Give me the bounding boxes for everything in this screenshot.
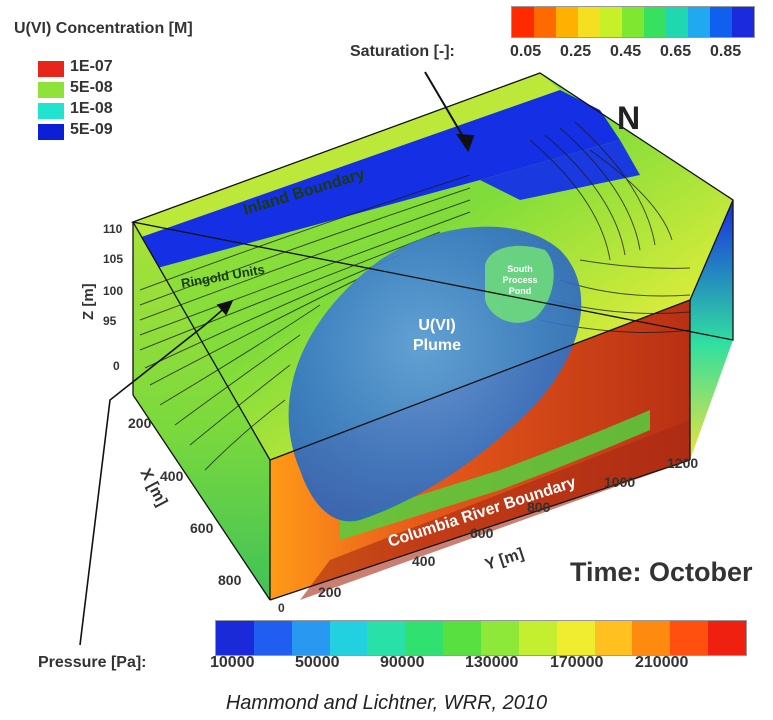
z-tick-95: 95 xyxy=(103,314,117,328)
x-tick-800: 800 xyxy=(218,572,242,588)
contour-lines xyxy=(139,121,691,471)
plume-label-line2: Plume xyxy=(413,337,461,354)
domain-box-outline xyxy=(130,72,734,601)
y-tick-200: 200 xyxy=(318,584,342,600)
colorbar-segment xyxy=(666,7,688,37)
citation: Hammond and Lichtner, WRR, 2010 xyxy=(225,692,548,714)
pressure-colorbar xyxy=(215,620,747,656)
river-bank-ridge xyxy=(340,410,650,540)
y-tick-800: 800 xyxy=(527,499,551,515)
colorbar-segment xyxy=(534,7,556,37)
colorbar-segment xyxy=(291,621,330,655)
colorbar-tick-label: 0.65 xyxy=(660,43,692,60)
south-process-pond xyxy=(485,245,554,323)
legend-swatch xyxy=(38,82,64,98)
time-label: Time: October xyxy=(570,557,753,587)
legend-swatch xyxy=(38,103,64,119)
colorbar-segment xyxy=(556,7,578,37)
x-tick-400: 400 xyxy=(160,468,184,484)
north-label: N xyxy=(617,100,641,136)
plume-label-line1: U(VI) xyxy=(418,317,455,334)
z-axis-label: Z [m] xyxy=(80,283,97,320)
colorbar-segment xyxy=(644,7,666,37)
colorbar-tick-label: 0.45 xyxy=(610,43,642,60)
legend-label: 5E-09 xyxy=(70,121,113,138)
legend-swatch xyxy=(38,124,64,140)
pond-label-line3: Pond xyxy=(509,286,532,296)
colorbar-segment xyxy=(216,621,254,655)
colorbar-tick-label: 50000 xyxy=(295,654,340,671)
colorbar-segment xyxy=(367,621,406,655)
concentration-legend-title: U(VI) Concentration [M] xyxy=(14,20,193,37)
y-axis-label: Y [m] xyxy=(483,545,526,573)
colorbar-segment xyxy=(732,7,754,37)
saturation-legend-label: Saturation [-]: xyxy=(350,43,455,60)
colorbar-tick-label: 90000 xyxy=(380,654,425,671)
colorbar-segment xyxy=(443,621,482,655)
colorbar-segment xyxy=(688,7,710,37)
z-tick-105: 105 xyxy=(103,252,123,266)
water-table-band xyxy=(133,90,620,270)
pressure-pointer xyxy=(79,299,234,646)
pond-label-line1: South xyxy=(507,264,533,274)
colorbar-segment xyxy=(556,621,595,655)
colorbar-segment xyxy=(518,621,557,655)
pond-label-line2: Process xyxy=(502,275,537,285)
saturation-colorbar xyxy=(511,6,755,38)
colorbar-segment xyxy=(481,621,519,655)
x-tick-600: 600 xyxy=(190,520,214,536)
legend-label: 1E-07 xyxy=(70,58,113,75)
colorbar-segment xyxy=(594,621,633,655)
inland-boundary-band xyxy=(133,73,560,245)
y-tick-600: 600 xyxy=(470,525,494,541)
colorbar-segment xyxy=(622,7,644,37)
saturation-pointer xyxy=(424,71,475,153)
colorbar-segment xyxy=(405,621,444,655)
origin-tick: 0 xyxy=(278,601,285,615)
y-tick-400: 400 xyxy=(412,553,436,569)
z-tick-0: 0 xyxy=(113,359,120,373)
concentration-legend-item: 1E-07 xyxy=(38,58,198,80)
west-face xyxy=(133,222,270,600)
z-tick-100: 100 xyxy=(103,284,123,298)
colorbar-segment xyxy=(253,621,292,655)
colorbar-segment xyxy=(632,621,671,655)
legend-label: 1E-08 xyxy=(70,100,113,117)
legend-swatch xyxy=(38,61,64,77)
colorbar-segment xyxy=(710,7,732,37)
colorbar-segment xyxy=(329,621,368,655)
colorbar-tick-label: 0.25 xyxy=(560,43,592,60)
pressure-legend-label: Pressure [Pa]: xyxy=(38,654,147,671)
concentration-legend-item: 1E-08 xyxy=(38,100,198,122)
colorbar-tick-label: 0.05 xyxy=(510,43,542,60)
colorbar-segment xyxy=(512,7,534,37)
concentration-legend-item: 5E-09 xyxy=(38,121,198,143)
colorbar-segment xyxy=(670,621,709,655)
colorbar-segment xyxy=(708,621,747,655)
x-tick-200: 200 xyxy=(128,415,152,431)
legend-label: 5E-08 xyxy=(70,79,113,96)
y-tick-1200: 1200 xyxy=(667,455,698,471)
colorbar-tick-label: 0.85 xyxy=(710,43,742,60)
colorbar-tick-label: 170000 xyxy=(550,654,604,671)
concentration-legend-item: 5E-08 xyxy=(38,79,198,101)
colorbar-tick-label: 130000 xyxy=(465,654,519,671)
z-tick-110: 110 xyxy=(103,222,123,236)
y-tick-1000: 1000 xyxy=(604,474,635,490)
colorbar-tick-label: 10000 xyxy=(210,654,255,671)
colorbar-segment xyxy=(600,7,622,37)
colorbar-segment xyxy=(578,7,600,37)
colorbar-tick-label: 210000 xyxy=(635,654,689,671)
